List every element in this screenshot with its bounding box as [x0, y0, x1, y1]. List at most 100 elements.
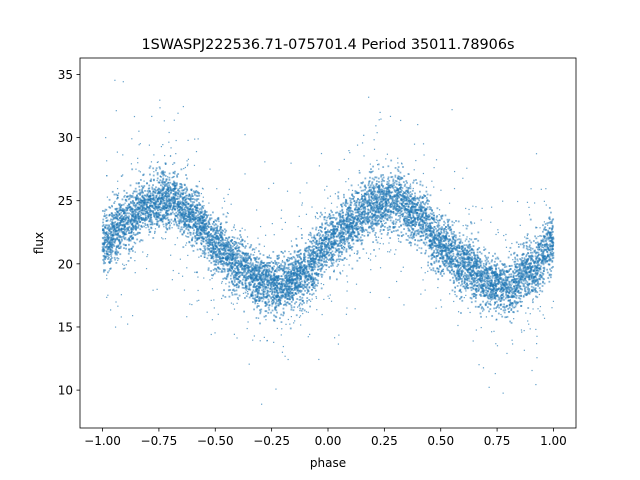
data-point	[132, 219, 135, 222]
data-point	[388, 198, 390, 201]
data-point	[461, 278, 463, 280]
data-point	[333, 217, 336, 219]
data-point	[463, 263, 465, 265]
data-point	[364, 201, 367, 204]
data-point	[149, 202, 152, 205]
data-point	[259, 322, 261, 325]
data-point	[440, 240, 443, 243]
data-point	[475, 276, 478, 279]
data-point	[437, 223, 440, 226]
data-point	[443, 230, 446, 233]
data-point	[286, 275, 288, 278]
data-point	[411, 197, 413, 200]
data-point	[200, 212, 203, 214]
data-point	[195, 199, 198, 202]
data-point	[473, 256, 476, 259]
data-point	[327, 234, 330, 237]
data-point	[364, 228, 367, 231]
data-point	[339, 258, 342, 261]
data-point	[347, 211, 350, 214]
data-point	[253, 277, 256, 280]
data-point	[428, 215, 431, 217]
data-point	[369, 176, 371, 179]
data-point	[543, 278, 545, 281]
data-point	[414, 199, 417, 202]
data-point	[176, 192, 178, 195]
data-point	[412, 221, 414, 224]
data-point	[197, 230, 200, 233]
data-point	[510, 286, 513, 289]
data-point	[526, 273, 529, 276]
data-point	[399, 214, 402, 217]
data-point	[334, 218, 337, 221]
data-point	[347, 213, 350, 216]
data-point	[198, 223, 201, 225]
data-point	[480, 283, 483, 286]
data-point	[404, 224, 407, 227]
data-point	[323, 258, 326, 260]
data-point	[527, 276, 529, 279]
data-point	[532, 279, 535, 282]
data-point	[399, 241, 402, 243]
data-point	[312, 284, 315, 287]
data-point	[478, 305, 481, 308]
data-point	[510, 322, 513, 324]
data-point	[209, 214, 212, 216]
data-point	[308, 281, 310, 284]
data-point	[344, 222, 346, 225]
data-point	[172, 220, 175, 223]
data-point	[481, 280, 484, 282]
data-point	[144, 222, 146, 225]
data-point	[288, 296, 291, 299]
data-point	[416, 214, 418, 217]
data-point	[178, 214, 181, 216]
data-point	[328, 259, 330, 261]
data-point	[245, 261, 248, 264]
data-point	[549, 268, 551, 271]
data-point	[425, 190, 428, 193]
data-point	[285, 270, 287, 273]
data-point	[527, 248, 529, 251]
data-point	[235, 245, 238, 248]
data-point	[102, 262, 105, 265]
data-point	[433, 260, 436, 263]
data-point	[221, 241, 224, 244]
data-point	[143, 219, 146, 222]
data-point	[401, 189, 403, 192]
data-point	[284, 300, 286, 303]
data-point	[142, 191, 144, 194]
data-point	[411, 203, 414, 205]
data-point	[484, 280, 487, 283]
data-point	[179, 200, 182, 203]
data-point	[349, 218, 352, 221]
data-point	[242, 271, 245, 274]
data-point	[440, 231, 443, 234]
data-point	[268, 264, 271, 267]
data-point	[432, 246, 434, 249]
data-point	[186, 177, 188, 180]
data-point	[413, 198, 416, 201]
data-point	[455, 256, 458, 259]
data-point	[470, 289, 473, 292]
data-point	[209, 238, 212, 241]
data-point	[334, 247, 337, 250]
data-point	[419, 195, 422, 198]
data-point	[350, 233, 353, 236]
data-point	[362, 202, 365, 205]
data-point	[109, 239, 112, 242]
data-point	[300, 289, 303, 292]
data-point	[473, 265, 476, 268]
data-point	[299, 291, 302, 293]
data-point	[249, 269, 251, 272]
data-point	[331, 255, 334, 258]
data-point	[546, 268, 549, 271]
data-point	[524, 264, 527, 267]
data-point	[252, 294, 254, 297]
data-point	[171, 198, 174, 201]
data-point	[500, 272, 503, 275]
data-point	[163, 171, 166, 174]
data-point	[367, 213, 370, 215]
data-point	[402, 166, 404, 168]
data-point	[490, 293, 492, 296]
data-point	[395, 212, 397, 215]
